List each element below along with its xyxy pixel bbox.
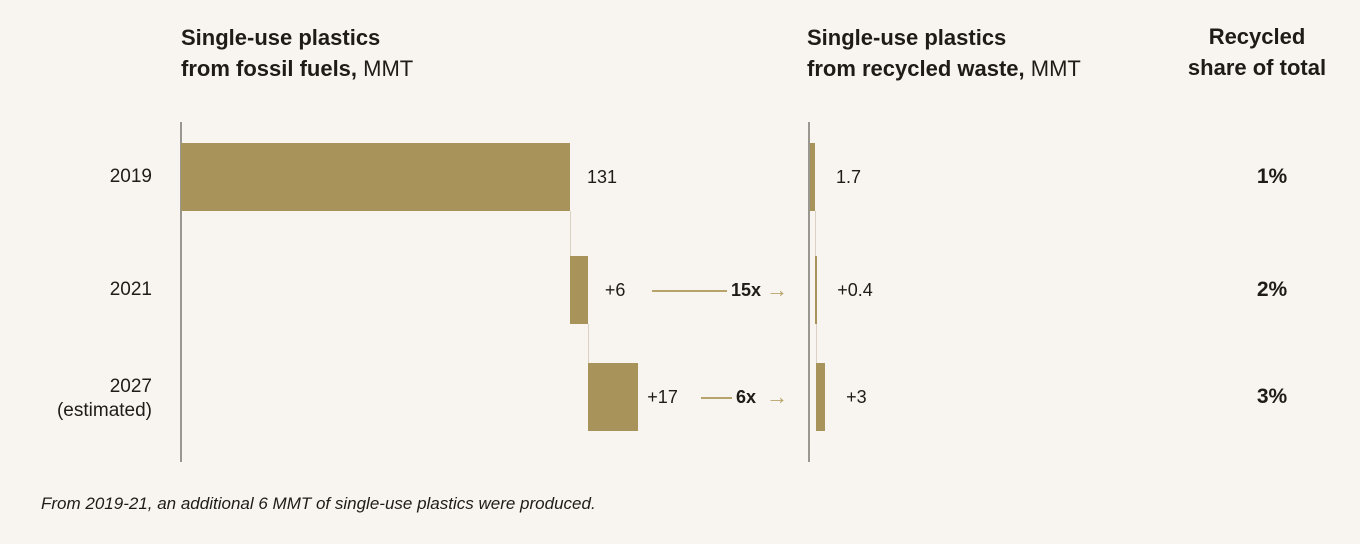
fossil-bar <box>587 363 639 431</box>
recycled-axis <box>808 122 810 462</box>
year-label: 2019 <box>110 165 152 189</box>
fossil-connector <box>588 324 589 363</box>
arrow-right-icon: → <box>766 384 788 409</box>
year-value: 2021 <box>109 279 152 300</box>
share-header: Recycled share of total <box>1150 21 1360 83</box>
recycled-value-label: +3 <box>846 387 867 407</box>
fossil-value-label: +6 <box>604 280 626 300</box>
arrow-line <box>701 397 732 399</box>
fossil-value-label: +17 <box>647 387 678 407</box>
recycled-header-unit: MMT <box>1024 56 1081 81</box>
year-value: 2019 <box>109 166 152 187</box>
multiplier-label: 6x <box>736 387 757 407</box>
arrow-line <box>652 290 727 292</box>
recycled-header: Single-use plastics from recycled waste,… <box>807 22 1081 84</box>
recycled-share-value: 3% <box>1256 385 1288 408</box>
arrow-right-icon: → <box>766 277 788 302</box>
recycled-share-value: 1% <box>1256 165 1288 188</box>
year-value: 2027 <box>109 376 152 397</box>
fossil-value-label: 131 <box>587 167 618 187</box>
recycled-value-label: +0.4 <box>837 280 873 300</box>
year-label: 2021 <box>110 278 152 302</box>
recycled-bar <box>815 256 818 324</box>
multiplier-label: 15x <box>731 280 762 300</box>
year-note: (estimated) <box>56 400 152 421</box>
fossil-header-line1: Single-use plastics <box>181 25 381 50</box>
recycled-value-label: 1.7 <box>836 167 862 187</box>
recycled-connector <box>815 211 816 256</box>
fossil-header-unit: MMT <box>357 56 414 81</box>
fossil-bar <box>181 143 570 211</box>
fossil-header: Single-use plastics from fossil fuels, M… <box>181 22 413 84</box>
footnote: From 2019-21, an additional 6 MMT of sin… <box>41 494 596 513</box>
fossil-bar <box>570 256 588 324</box>
recycled-header-line2: from recycled waste, <box>807 56 1025 81</box>
recycled-header-line1: Single-use plastics <box>807 25 1007 50</box>
share-header-line1: Recycled <box>1208 24 1306 49</box>
recycled-bar <box>816 363 826 431</box>
fossil-header-line2: from fossil fuels, <box>181 56 358 81</box>
fossil-connector <box>570 211 571 256</box>
share-header-line2: share of total <box>1187 55 1327 80</box>
recycled-connector <box>816 324 817 363</box>
recycled-bar <box>810 143 816 211</box>
recycled-share-value: 2% <box>1256 278 1288 301</box>
year-label: 2027 (estimated) <box>57 375 152 423</box>
fossil-axis <box>180 122 182 462</box>
